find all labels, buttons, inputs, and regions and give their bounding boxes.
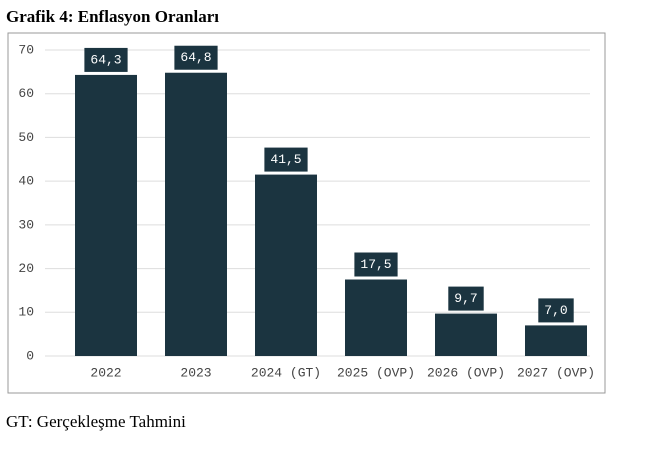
- y-tick-label: 30: [18, 217, 34, 232]
- value-label-box: [84, 47, 128, 72]
- value-label: 7,0: [544, 303, 567, 318]
- bar: [525, 325, 587, 356]
- value-label-box: [264, 147, 308, 172]
- x-tick-label: 2023: [180, 365, 211, 380]
- y-tick-label: 40: [18, 174, 34, 189]
- bar: [75, 74, 137, 356]
- value-label-box: [174, 45, 218, 70]
- bar: [435, 313, 497, 356]
- x-tick-label: 2024 (GT): [251, 365, 321, 380]
- y-tick-label: 10: [18, 305, 34, 320]
- y-tick-label: 50: [18, 130, 34, 145]
- x-tick-label: 2025 (OVP): [337, 365, 415, 380]
- x-tick-label: 2022: [90, 365, 121, 380]
- chart-title: Grafik 4: Enflasyon Oranları: [6, 7, 219, 26]
- bar: [255, 174, 317, 356]
- bar: [165, 72, 227, 356]
- value-label: 41,5: [270, 152, 301, 167]
- value-label-box: [354, 252, 398, 277]
- value-label: 17,5: [360, 257, 391, 272]
- y-tick-label: 0: [26, 348, 34, 363]
- value-label: 64,8: [180, 50, 211, 65]
- value-label: 64,3: [90, 52, 121, 67]
- x-tick-label: 2026 (OVP): [427, 365, 505, 380]
- y-tick-label: 20: [18, 261, 34, 276]
- value-label-box: [538, 298, 574, 323]
- chart-frame: [7, 32, 606, 394]
- footnote: GT: Gerçekleşme Tahmini: [6, 412, 186, 431]
- bar: [345, 279, 407, 356]
- x-tick-label: 2027 (OVP): [517, 365, 595, 380]
- y-tick-label: 70: [18, 42, 34, 57]
- value-label-box: [448, 286, 484, 311]
- y-tick-label: 60: [18, 86, 34, 101]
- value-label: 9,7: [454, 291, 477, 306]
